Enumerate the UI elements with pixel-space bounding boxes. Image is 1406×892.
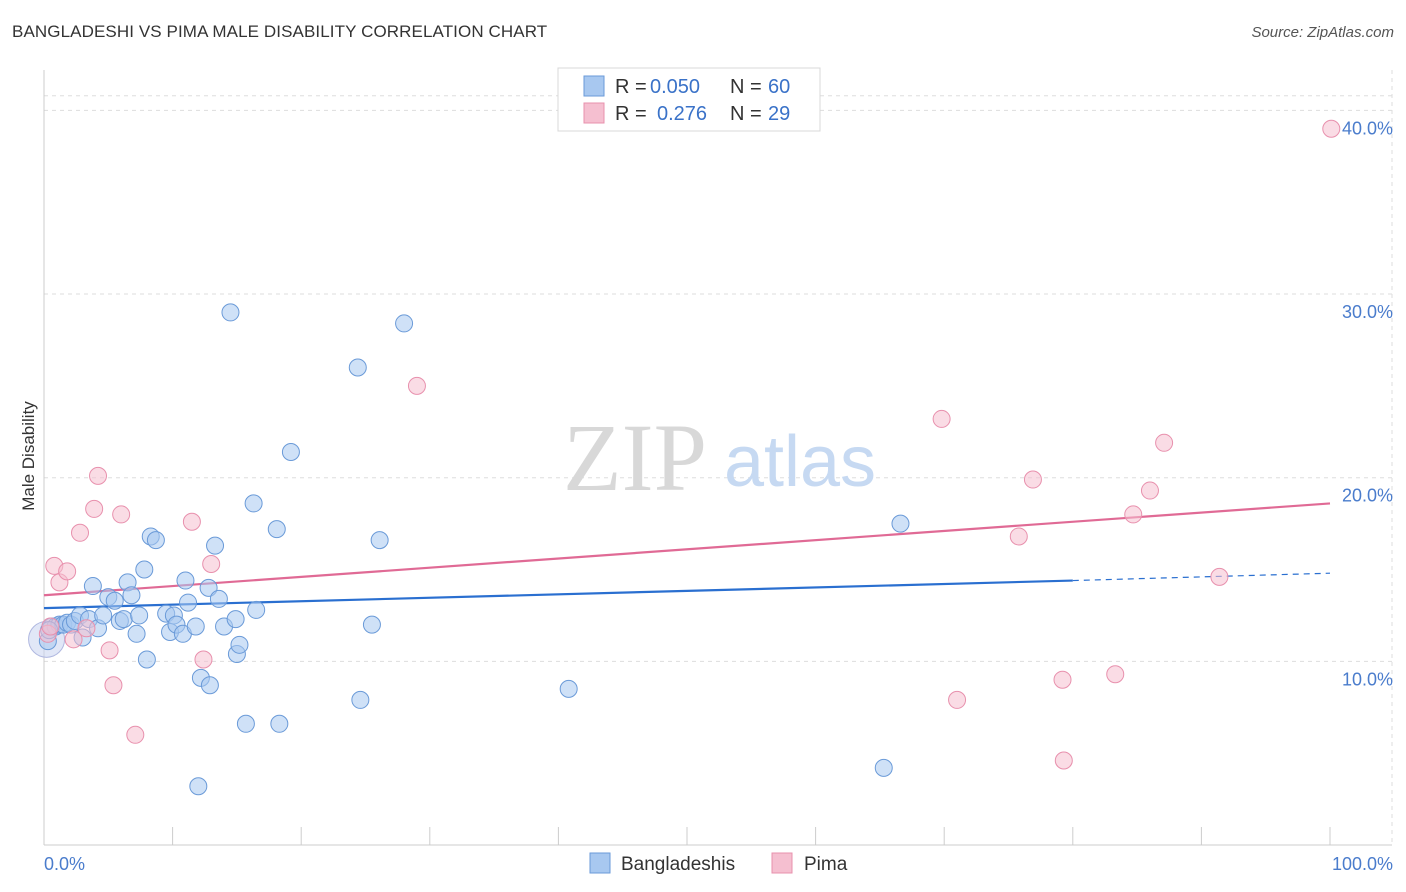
point-bangladeshis: [206, 536, 225, 555]
point-bangladeshis: [348, 358, 367, 377]
point-pima: [1106, 665, 1125, 684]
axes: [43, 70, 1392, 846]
x-tick-label: 100.0%: [1332, 854, 1393, 874]
legend-swatch-pima: [583, 102, 605, 124]
point-pima: [1322, 119, 1341, 138]
point-pima: [1009, 527, 1028, 546]
point-bangladeshis: [874, 758, 893, 777]
point-bangladeshis: [226, 610, 245, 629]
point-pima: [194, 650, 213, 669]
point-pima: [948, 690, 967, 709]
point-bangladeshis: [127, 624, 146, 643]
watermark-atlas: atlas: [724, 422, 876, 502]
point-pima: [1124, 505, 1143, 524]
point-bangladeshis: [94, 606, 113, 625]
series-legend: Bangladeshis Pima: [589, 852, 848, 875]
point-bangladeshis: [267, 520, 286, 539]
legend-r-value-1: 0.050: [650, 76, 700, 98]
point-bangladeshis: [230, 635, 249, 654]
trend-line-extension: [1072, 572, 1331, 582]
point-pima: [1023, 470, 1042, 489]
point-pima: [126, 725, 145, 744]
point-bangladeshis: [200, 676, 219, 695]
point-bangladeshis: [105, 591, 124, 610]
stats-legend: R = 0.050 N = 60 R = 0.276 N = 29: [557, 67, 821, 132]
point-bangladeshis: [135, 560, 154, 579]
point-pima: [64, 630, 83, 649]
trend-line: [43, 502, 1331, 597]
data-points: [28, 119, 1341, 796]
tick-labels: 10.0% 20.0% 30.0% 40.0% 0.0% 100.0%: [44, 118, 1393, 874]
point-bangladeshis: [186, 617, 205, 636]
point-pima: [1054, 751, 1073, 770]
bottom-swatch-pima: [771, 852, 793, 874]
legend-r-value-2: 0.276: [657, 103, 707, 125]
point-pima: [182, 512, 201, 531]
point-pima: [89, 466, 108, 485]
point-bangladeshis: [236, 714, 255, 733]
point-pima: [1053, 670, 1072, 689]
point-pima: [1155, 433, 1174, 452]
point-pima: [58, 562, 77, 581]
grid-lines: [44, 70, 1393, 845]
point-bangladeshis: [559, 679, 578, 698]
legend-n-label-1: N =: [730, 76, 762, 98]
y-tick-label: 30.0%: [1342, 302, 1393, 322]
point-pima: [1140, 481, 1159, 500]
legend-r-label-1: R =: [615, 76, 647, 98]
point-pima: [71, 523, 90, 542]
point-pima: [85, 499, 104, 518]
y-tick-label: 20.0%: [1342, 486, 1393, 506]
bottom-legend-pima: Pima: [804, 854, 848, 875]
legend-n-value-1: 60: [768, 76, 790, 98]
point-pima: [104, 676, 123, 695]
point-bangladeshis: [370, 531, 389, 550]
point-bangladeshis: [176, 571, 195, 590]
point-bangladeshis: [209, 589, 228, 608]
point-bangladeshis: [114, 610, 133, 629]
point-pima: [932, 409, 951, 428]
point-bangladeshis: [891, 514, 910, 533]
point-bangladeshis: [270, 714, 289, 733]
y-tick-label: 40.0%: [1342, 118, 1393, 138]
legend-n-value-2: 29: [768, 103, 790, 125]
legend-r-label-2: R =: [615, 103, 647, 125]
point-pima: [112, 505, 131, 524]
legend-swatch-bangladeshis: [583, 75, 605, 97]
source-label: Source: ZipAtlas.com: [1251, 24, 1394, 41]
point-bangladeshis: [199, 578, 218, 597]
point-bangladeshis: [122, 586, 141, 605]
point-bangladeshis: [130, 606, 149, 625]
point-bangladeshis: [395, 314, 414, 333]
y-axis-label: Male Disability: [19, 401, 38, 511]
watermark-zip: ZIP: [563, 404, 707, 511]
point-bangladeshis: [189, 777, 208, 796]
x-tick-label: 0.0%: [44, 854, 85, 874]
bottom-swatch-bangladeshis: [589, 852, 611, 874]
point-pima: [41, 617, 60, 636]
bottom-legend-bangladeshis: Bangladeshis: [621, 854, 735, 875]
chart-title: BANGLADESHI VS PIMA MALE DISABILITY CORR…: [12, 22, 548, 41]
point-bangladeshis: [247, 600, 266, 619]
legend-n-label-2: N =: [730, 103, 762, 125]
point-pima: [202, 555, 221, 574]
y-tick-label: 10.0%: [1342, 669, 1393, 689]
point-bangladeshis: [221, 303, 240, 322]
point-bangladeshis: [362, 615, 381, 634]
point-bangladeshis: [83, 577, 102, 596]
point-pima: [407, 376, 426, 395]
point-pima: [1210, 567, 1229, 586]
point-bangladeshis: [137, 650, 156, 669]
point-bangladeshis: [244, 494, 263, 513]
point-pima: [77, 619, 96, 638]
point-bangladeshis: [146, 531, 165, 550]
point-bangladeshis: [281, 442, 300, 461]
point-bangladeshis: [351, 690, 370, 709]
point-bangladeshis: [179, 593, 198, 612]
point-pima: [100, 641, 119, 660]
